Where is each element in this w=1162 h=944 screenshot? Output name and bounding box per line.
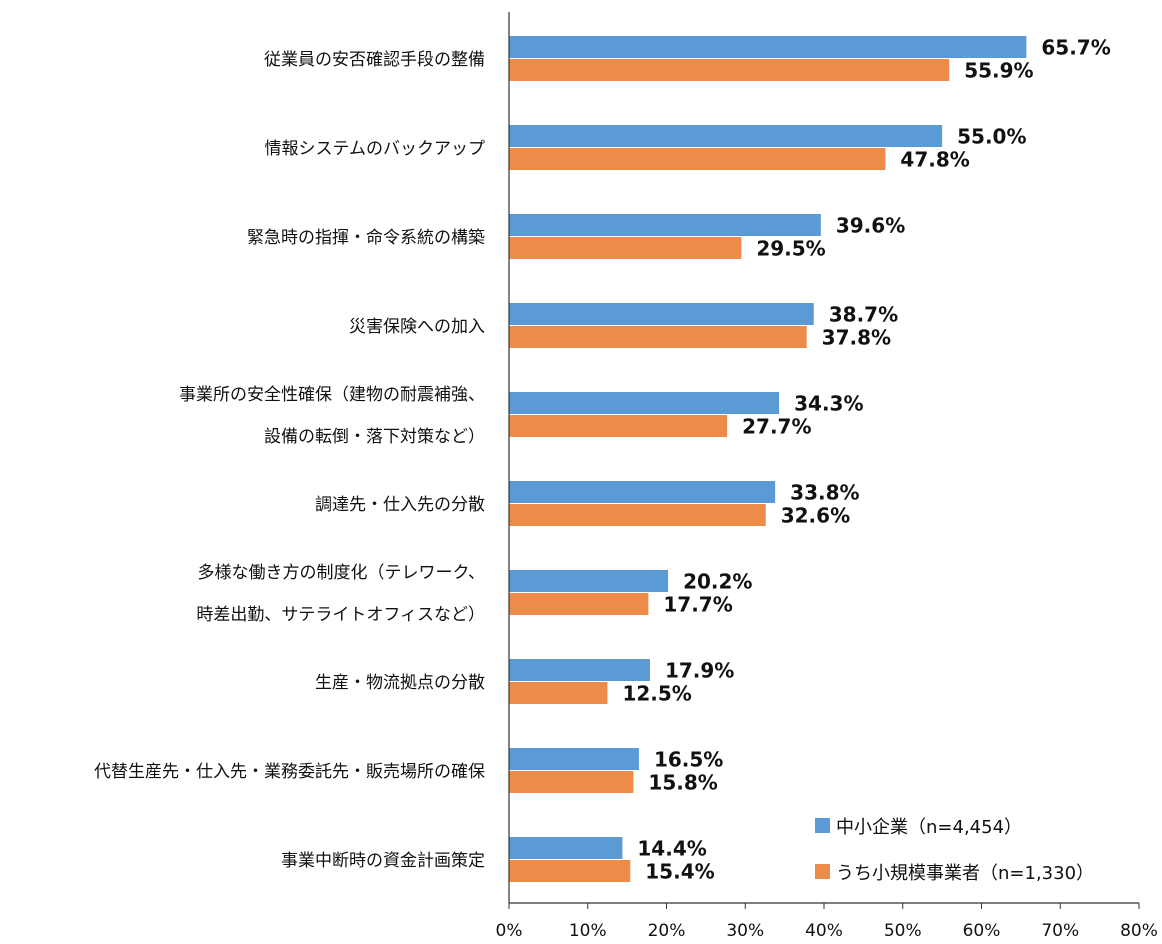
x-tick-label: 40% [805, 921, 843, 941]
data-label: 29.5% [756, 237, 825, 261]
bar-sme [509, 837, 623, 859]
bar-small-business [509, 237, 742, 259]
x-tick-label: 80% [1120, 921, 1158, 941]
bar-sme [509, 748, 639, 770]
bar-sme [509, 303, 814, 325]
category-label: 代替生産先・仕入先・業務委託先・販売場所の確保 [94, 762, 485, 782]
category-label: 緊急時の指揮・命令系統の構築 [247, 228, 485, 248]
category-label: 設備の転倒・落下対策など） [264, 427, 485, 447]
bar-small-business [509, 148, 886, 170]
bar-sme [509, 481, 776, 503]
bar-small-business [509, 415, 728, 437]
bar-sme [509, 125, 943, 147]
bar-small-business [509, 59, 950, 81]
category-label: 事業所の安全性確保（建物の耐震補強、 [179, 385, 485, 405]
data-label: 32.6% [781, 504, 850, 528]
data-label: 15.4% [645, 860, 714, 884]
data-label: 37.8% [822, 326, 891, 350]
bar-small-business [509, 860, 631, 882]
data-label: 17.7% [663, 593, 732, 617]
x-tick-label: 10% [569, 921, 607, 941]
bar-small-business [509, 682, 608, 704]
legend-label: うち小規模事業者（n=1,330） [836, 863, 1094, 884]
legend-label: 中小企業（n=4,454） [836, 817, 1022, 838]
data-label: 34.3% [794, 392, 863, 416]
data-label: 20.2% [683, 570, 752, 594]
data-label: 33.8% [790, 481, 859, 505]
x-tick-label: 60% [963, 921, 1001, 941]
legend-swatch [815, 818, 830, 833]
data-label: 16.5% [654, 748, 723, 772]
x-tick-label: 30% [726, 921, 764, 941]
bar-sme [509, 214, 821, 236]
bar-sme [509, 392, 780, 414]
data-label: 55.9% [964, 59, 1033, 83]
category-label: 時差出勤、サテライトオフィスなど） [196, 605, 485, 625]
bar-small-business [509, 593, 649, 615]
x-tick-label: 20% [648, 921, 686, 941]
data-label: 17.9% [665, 659, 734, 683]
category-label: 調達先・仕入先の分散 [315, 495, 485, 515]
x-tick-label: 70% [1041, 921, 1079, 941]
bar-sme [509, 36, 1027, 58]
bar-small-business [509, 326, 807, 348]
bar-small-business [509, 771, 634, 793]
category-label: 生産・物流拠点の分散 [315, 673, 485, 693]
data-label: 14.4% [637, 837, 706, 861]
category-label: 情報システムのバックアップ [265, 139, 486, 159]
category-label: 従業員の安否確認手段の整備 [264, 50, 485, 70]
data-label: 55.0% [957, 125, 1026, 149]
data-label: 27.7% [742, 415, 811, 439]
category-label: 多様な働き方の制度化（テレワーク、 [198, 563, 485, 583]
data-label: 39.6% [836, 214, 905, 238]
data-label: 12.5% [622, 682, 691, 706]
x-tick-label: 50% [884, 921, 922, 941]
bar-small-business [509, 504, 766, 526]
x-tick-label: 0% [496, 921, 523, 941]
data-label: 38.7% [829, 303, 898, 327]
legend-swatch [815, 864, 830, 879]
data-label: 65.7% [1041, 36, 1110, 60]
bar-sme [509, 570, 669, 592]
data-label: 47.8% [900, 148, 969, 172]
category-label: 事業中断時の資金計画策定 [281, 851, 485, 871]
bar-sme [509, 659, 650, 681]
category-label: 災害保険への加入 [349, 317, 485, 337]
data-label: 15.8% [648, 771, 717, 795]
